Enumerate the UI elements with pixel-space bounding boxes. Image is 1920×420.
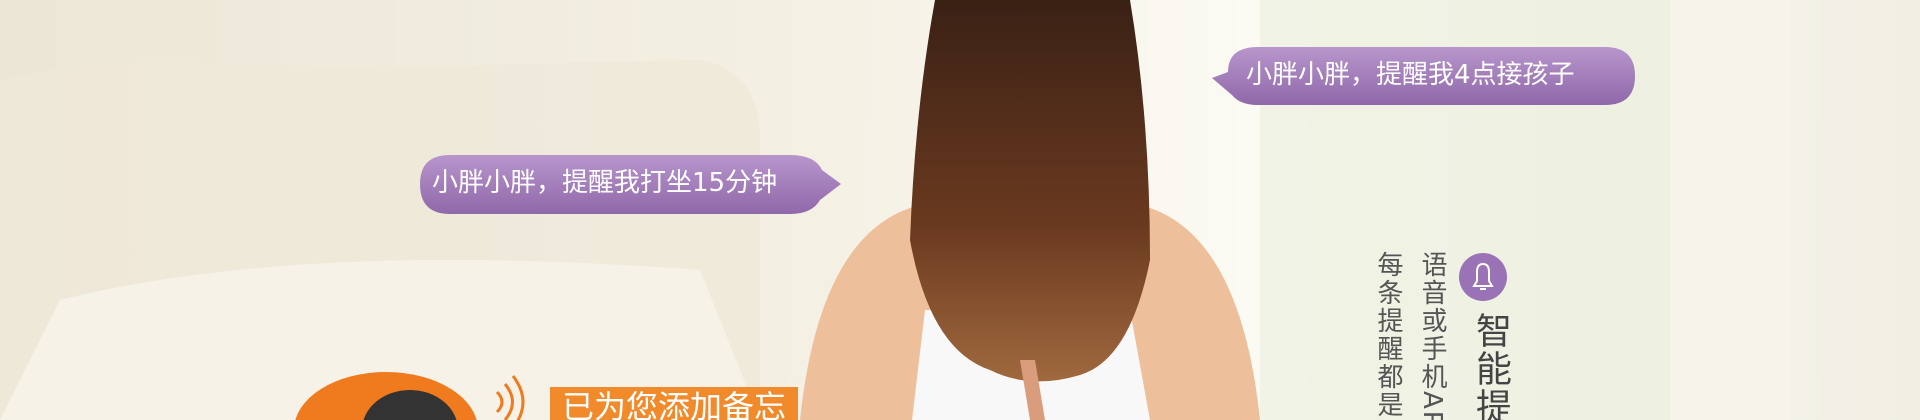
feature-title: 智能提 [1470,312,1511,420]
bell-glyph [1472,262,1494,290]
bell-icon [1459,253,1507,301]
badge: 已为您添加备忘 [550,387,798,420]
hands [1020,360,1045,420]
feature-line: 语音或手机AP [1417,251,1447,420]
bubble-shape [420,155,841,214]
bubble-text: 小胖小胖，提醒我4点接孩子 [1246,60,1575,90]
feature-line: 每条提醒都是 [1373,251,1403,419]
bubble-text: 小胖小胖，提醒我打坐15分钟 [432,168,778,198]
sound-waves [495,375,525,420]
pillow [0,260,760,420]
device-face [363,390,457,420]
bubble-shape [1212,47,1635,105]
curtain [1670,0,1790,420]
hair [910,0,1150,382]
